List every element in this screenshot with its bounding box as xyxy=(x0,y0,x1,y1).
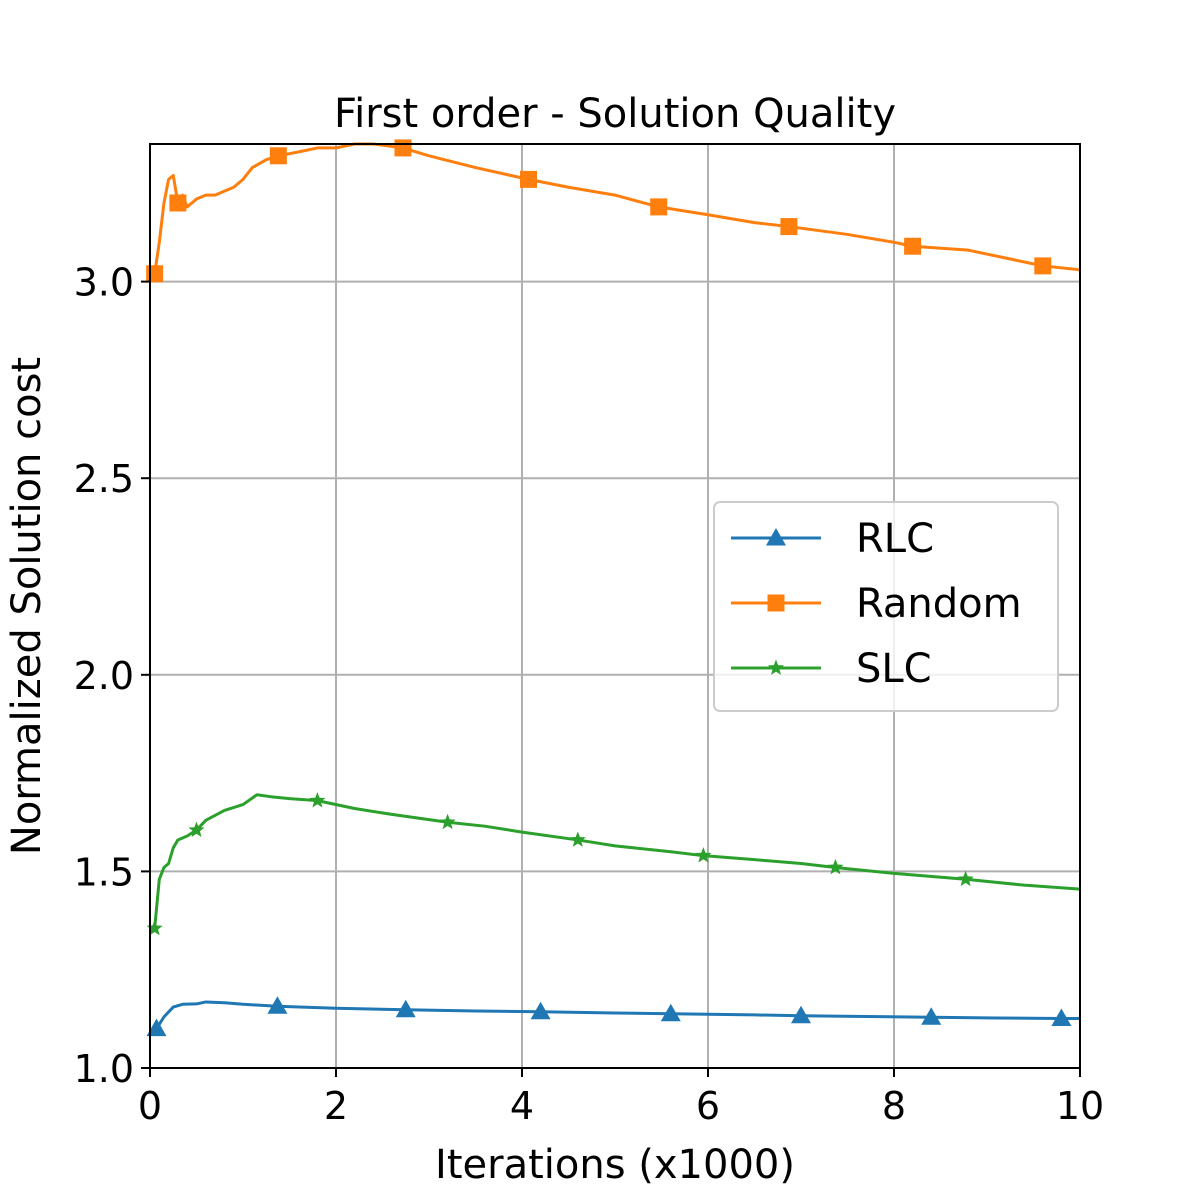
legend-box xyxy=(713,501,1059,712)
data-point-rlc xyxy=(267,996,288,1014)
y-tick-label: 2.0 xyxy=(74,654,134,698)
y-axis-ticks: 1.0 1.5 2.0 2.5 3.0 xyxy=(74,261,150,1091)
data-point-random xyxy=(904,237,922,255)
data-point-rlc xyxy=(660,1003,681,1022)
data-point-random xyxy=(1034,257,1052,275)
data-point-random xyxy=(780,218,798,236)
data-point-random xyxy=(146,265,164,283)
data-point-slc xyxy=(695,847,712,863)
data-point-rlc xyxy=(395,999,416,1018)
legend-marker-rlc xyxy=(766,528,786,546)
legend-label-random: Random xyxy=(856,581,1022,627)
x-tick-label: 6 xyxy=(696,1084,720,1128)
x-tick-label: 2 xyxy=(324,1084,348,1128)
y-tick-label: 2.5 xyxy=(74,457,134,501)
plot-frame xyxy=(149,143,1081,1069)
data-point-slc xyxy=(146,919,163,936)
x-tick-label: 0 xyxy=(138,1084,162,1128)
x-axis-label: Iterations (x1000) xyxy=(435,1142,795,1188)
data-point-slc xyxy=(957,870,974,887)
data-point-slc xyxy=(188,821,205,837)
legend-label-slc: SLC xyxy=(856,646,932,692)
y-tick-label: 1.5 xyxy=(74,850,134,894)
data-point-rlc xyxy=(1051,1008,1072,1026)
legend-label-rlc: RLC xyxy=(856,516,934,562)
data-point-rlc xyxy=(791,1005,811,1024)
x-axis-ticks: 0 2 4 6 8 10 xyxy=(138,1068,1104,1128)
data-point-rlc xyxy=(530,1001,551,1020)
data-point-rlc xyxy=(921,1007,942,1025)
legend-marker-slc xyxy=(767,659,785,675)
data-point-rlc xyxy=(146,1018,167,1037)
y-tick-label: 3.0 xyxy=(74,261,134,305)
series-line-slc xyxy=(153,793,1081,929)
data-point-random xyxy=(650,198,668,216)
legend: RLC Random SLC xyxy=(713,501,1059,712)
data-point-random xyxy=(269,147,287,165)
series-line-rlc xyxy=(155,1000,1080,1030)
data-point-slc xyxy=(309,792,326,808)
x-tick-label: 8 xyxy=(882,1084,906,1128)
legend-marker-random xyxy=(767,594,785,612)
x-tick-label: 4 xyxy=(510,1084,534,1128)
data-point-random xyxy=(169,194,187,212)
data-point-random xyxy=(520,170,538,188)
chart-title: First order - Solution Quality xyxy=(334,91,896,137)
y-tick-label: 1.0 xyxy=(74,1047,134,1091)
data-point-slc xyxy=(569,831,586,847)
x-tick-label: 10 xyxy=(1056,1084,1104,1128)
y-axis-label: Normalized Solution cost xyxy=(4,357,50,855)
data-point-slc xyxy=(439,813,456,830)
grid-lines xyxy=(149,144,1081,1069)
data-point-slc xyxy=(827,858,844,875)
data-point-random xyxy=(394,139,412,157)
